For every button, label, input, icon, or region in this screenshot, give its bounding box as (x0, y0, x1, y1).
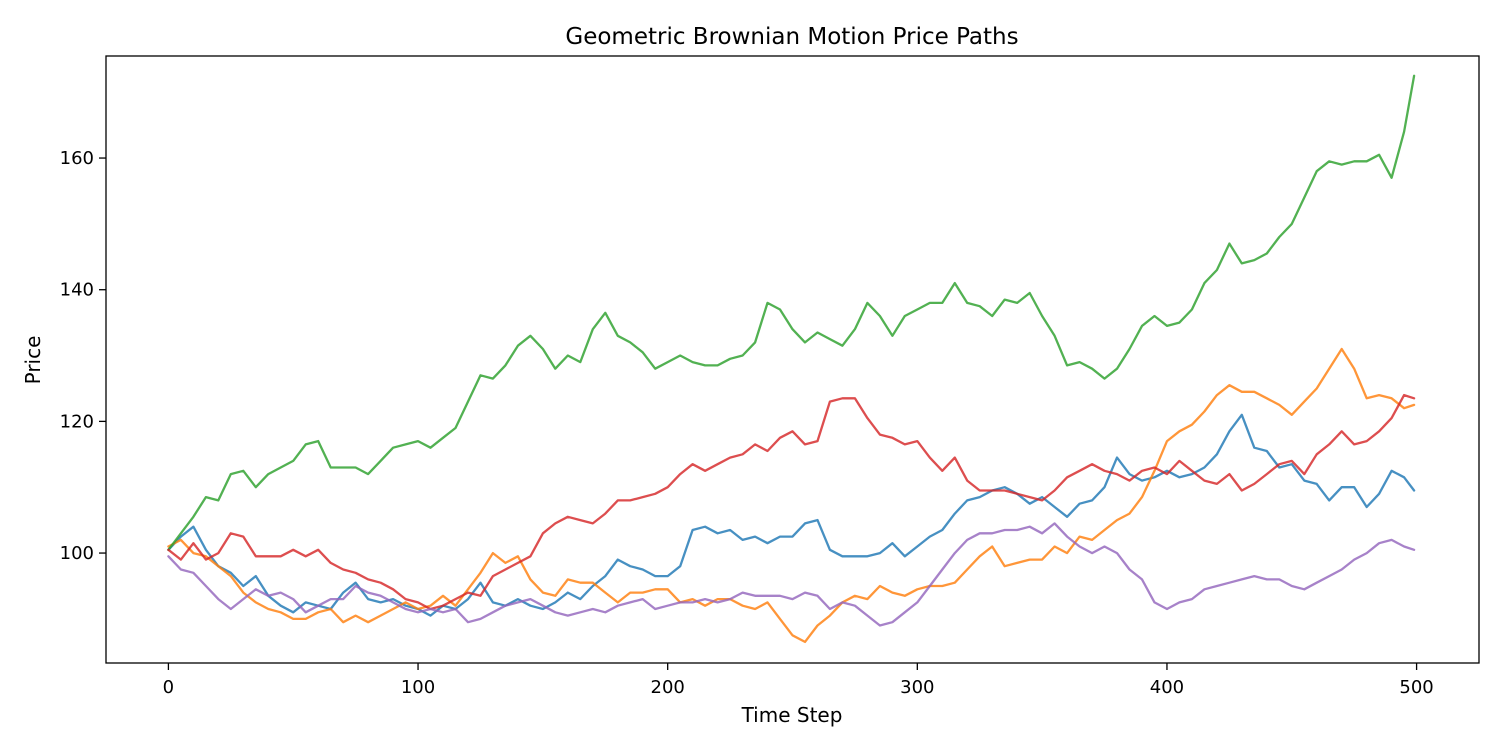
series-line-1 (167, 413, 1416, 617)
x-tick-label: 0 (163, 677, 174, 698)
series-line-4 (167, 393, 1416, 611)
x-tick-label: 100 (401, 677, 435, 698)
series-line-5 (167, 522, 1416, 627)
series-lines (167, 74, 1416, 644)
x-tick-label: 200 (651, 677, 685, 698)
y-tick-label: 140 (60, 280, 94, 301)
x-axis-title: Time Step (741, 703, 843, 727)
chart-title: Geometric Brownian Motion Price Paths (565, 24, 1018, 50)
x-tick-label: 300 (900, 677, 934, 698)
x-tick-label: 500 (1399, 677, 1433, 698)
series-line-2 (167, 347, 1416, 644)
y-tick-label: 160 (60, 148, 94, 169)
x-axis-ticks: 0 100 200 300 400 500 (163, 663, 1434, 698)
y-axis-ticks: 100 120 140 160 (60, 148, 106, 564)
y-tick-label: 100 (60, 543, 94, 564)
y-axis-title: Price (21, 336, 45, 385)
x-tick-label: 400 (1150, 677, 1184, 698)
y-tick-label: 120 (60, 411, 94, 432)
series-line-3 (167, 74, 1416, 551)
plot-frame (105, 55, 1480, 664)
